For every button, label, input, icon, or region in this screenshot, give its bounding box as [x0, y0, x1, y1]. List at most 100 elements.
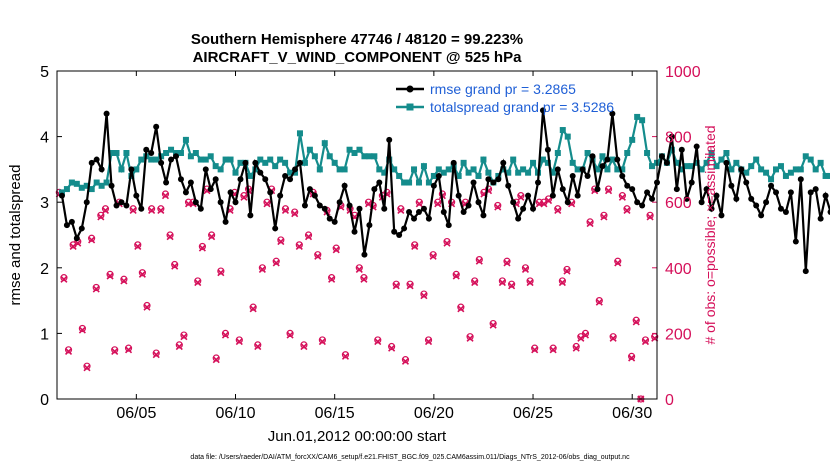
rmse-point — [430, 182, 437, 189]
obs-possible-marker — [291, 208, 299, 216]
obs-possible-marker — [194, 277, 202, 285]
obs-assimilated-marker — [489, 321, 497, 329]
rmse-point — [713, 192, 720, 199]
spread-point — [331, 159, 338, 166]
rmse-point — [440, 209, 447, 216]
obs-assimilated-marker — [101, 206, 110, 214]
rmse-point — [515, 215, 522, 222]
obs-possible-marker — [240, 192, 248, 200]
obs-possible-marker — [517, 192, 525, 200]
rmse-point — [366, 222, 373, 229]
obs-assimilated-marker — [475, 257, 483, 265]
plot-frame — [56, 70, 658, 400]
spread-point — [574, 166, 581, 173]
rmse-point — [420, 205, 427, 212]
obs-assimilated-marker — [388, 344, 396, 352]
spread-point — [113, 150, 120, 156]
obs-possible-marker — [457, 303, 465, 311]
obs-assimilated-marker — [457, 305, 465, 313]
rmse-point — [614, 156, 621, 163]
legend-spread-label: totalspread grand pr = 3.5286 — [430, 99, 614, 115]
rmse-point — [589, 153, 596, 160]
spread-point — [376, 166, 383, 173]
spread-point — [257, 156, 264, 163]
rmse-point — [544, 146, 551, 153]
spread-point — [351, 150, 358, 156]
spread-point — [78, 184, 85, 191]
x-tick-label: 06/10 — [215, 405, 255, 422]
rmse-point — [728, 182, 735, 189]
rmse-point — [336, 199, 343, 206]
rmse-point — [267, 189, 274, 196]
rmse-point — [787, 189, 794, 196]
rmse-point — [738, 166, 745, 173]
spread-point — [88, 186, 95, 193]
rmse-point — [247, 212, 254, 219]
spread-point — [594, 166, 601, 173]
obs-assimilated-marker — [401, 357, 410, 365]
spread-point — [292, 169, 299, 176]
spread-point — [530, 159, 537, 166]
spread-point — [609, 156, 616, 163]
spread-point — [624, 150, 631, 156]
spread-point — [222, 156, 229, 163]
obs-possible-marker — [129, 205, 137, 213]
obs-assimilated-marker — [392, 282, 400, 290]
rmse-point — [182, 189, 189, 196]
obs-assimilated-marker — [277, 237, 285, 246]
rmse-point — [777, 205, 784, 212]
rmse-point — [386, 136, 393, 143]
y-left-tick-label: 0 — [40, 392, 49, 409]
spread-point — [703, 159, 710, 166]
rmse-point — [306, 186, 313, 193]
rmse-point — [827, 209, 830, 215]
obs-possible-marker — [221, 329, 230, 337]
rmse-point — [262, 176, 269, 183]
rmse-point — [763, 199, 770, 206]
x-tick-label: 06/15 — [315, 405, 355, 422]
obs-possible-marker — [157, 205, 165, 213]
obs-possible-marker — [388, 342, 396, 351]
y-left-tick-label: 4 — [40, 130, 49, 147]
obs-possible-marker — [134, 241, 142, 249]
rmse-point — [83, 199, 90, 206]
rmse-point — [212, 176, 219, 183]
obs-possible-marker — [397, 205, 405, 213]
obs-possible-marker — [632, 316, 640, 324]
spread-point — [316, 166, 323, 173]
rmse-point — [658, 153, 665, 160]
obs-possible-marker — [549, 344, 557, 352]
rmse-point — [792, 238, 799, 245]
obs-assimilated-marker — [424, 338, 433, 346]
rmse-point — [341, 182, 348, 189]
rmse-point — [683, 195, 690, 202]
obs-assimilated-marker — [508, 282, 516, 290]
spread-point — [277, 156, 284, 163]
obs-assimilated-marker — [397, 206, 405, 214]
obs-assimilated-marker — [83, 364, 91, 372]
spread-point — [311, 153, 318, 160]
obs-assimilated-marker — [235, 338, 243, 346]
spread-point — [614, 166, 621, 173]
obs-possible-marker — [83, 362, 91, 370]
rmse-point — [296, 159, 303, 166]
spread-point — [604, 166, 611, 173]
rmse-point — [644, 189, 651, 196]
obs-possible-marker — [489, 319, 497, 328]
obs-possible-marker — [429, 251, 437, 259]
obs-possible-marker — [618, 192, 626, 200]
obs-assimilated-marker — [166, 233, 174, 241]
rmse-point — [450, 159, 457, 166]
obs-assimilated-marker — [415, 200, 423, 208]
rmse-point — [604, 156, 611, 163]
spread-point — [569, 159, 576, 166]
obs-assimilated-marker — [152, 351, 160, 359]
rmse-point — [153, 123, 160, 130]
obs-assimilated-marker — [295, 242, 303, 251]
rmse-point — [326, 215, 333, 222]
rmse-point — [480, 212, 487, 219]
obs-possible-marker — [148, 205, 156, 213]
spread-point — [356, 146, 363, 153]
obs-possible-marker — [609, 333, 617, 341]
obs-assimilated-marker — [291, 210, 299, 218]
